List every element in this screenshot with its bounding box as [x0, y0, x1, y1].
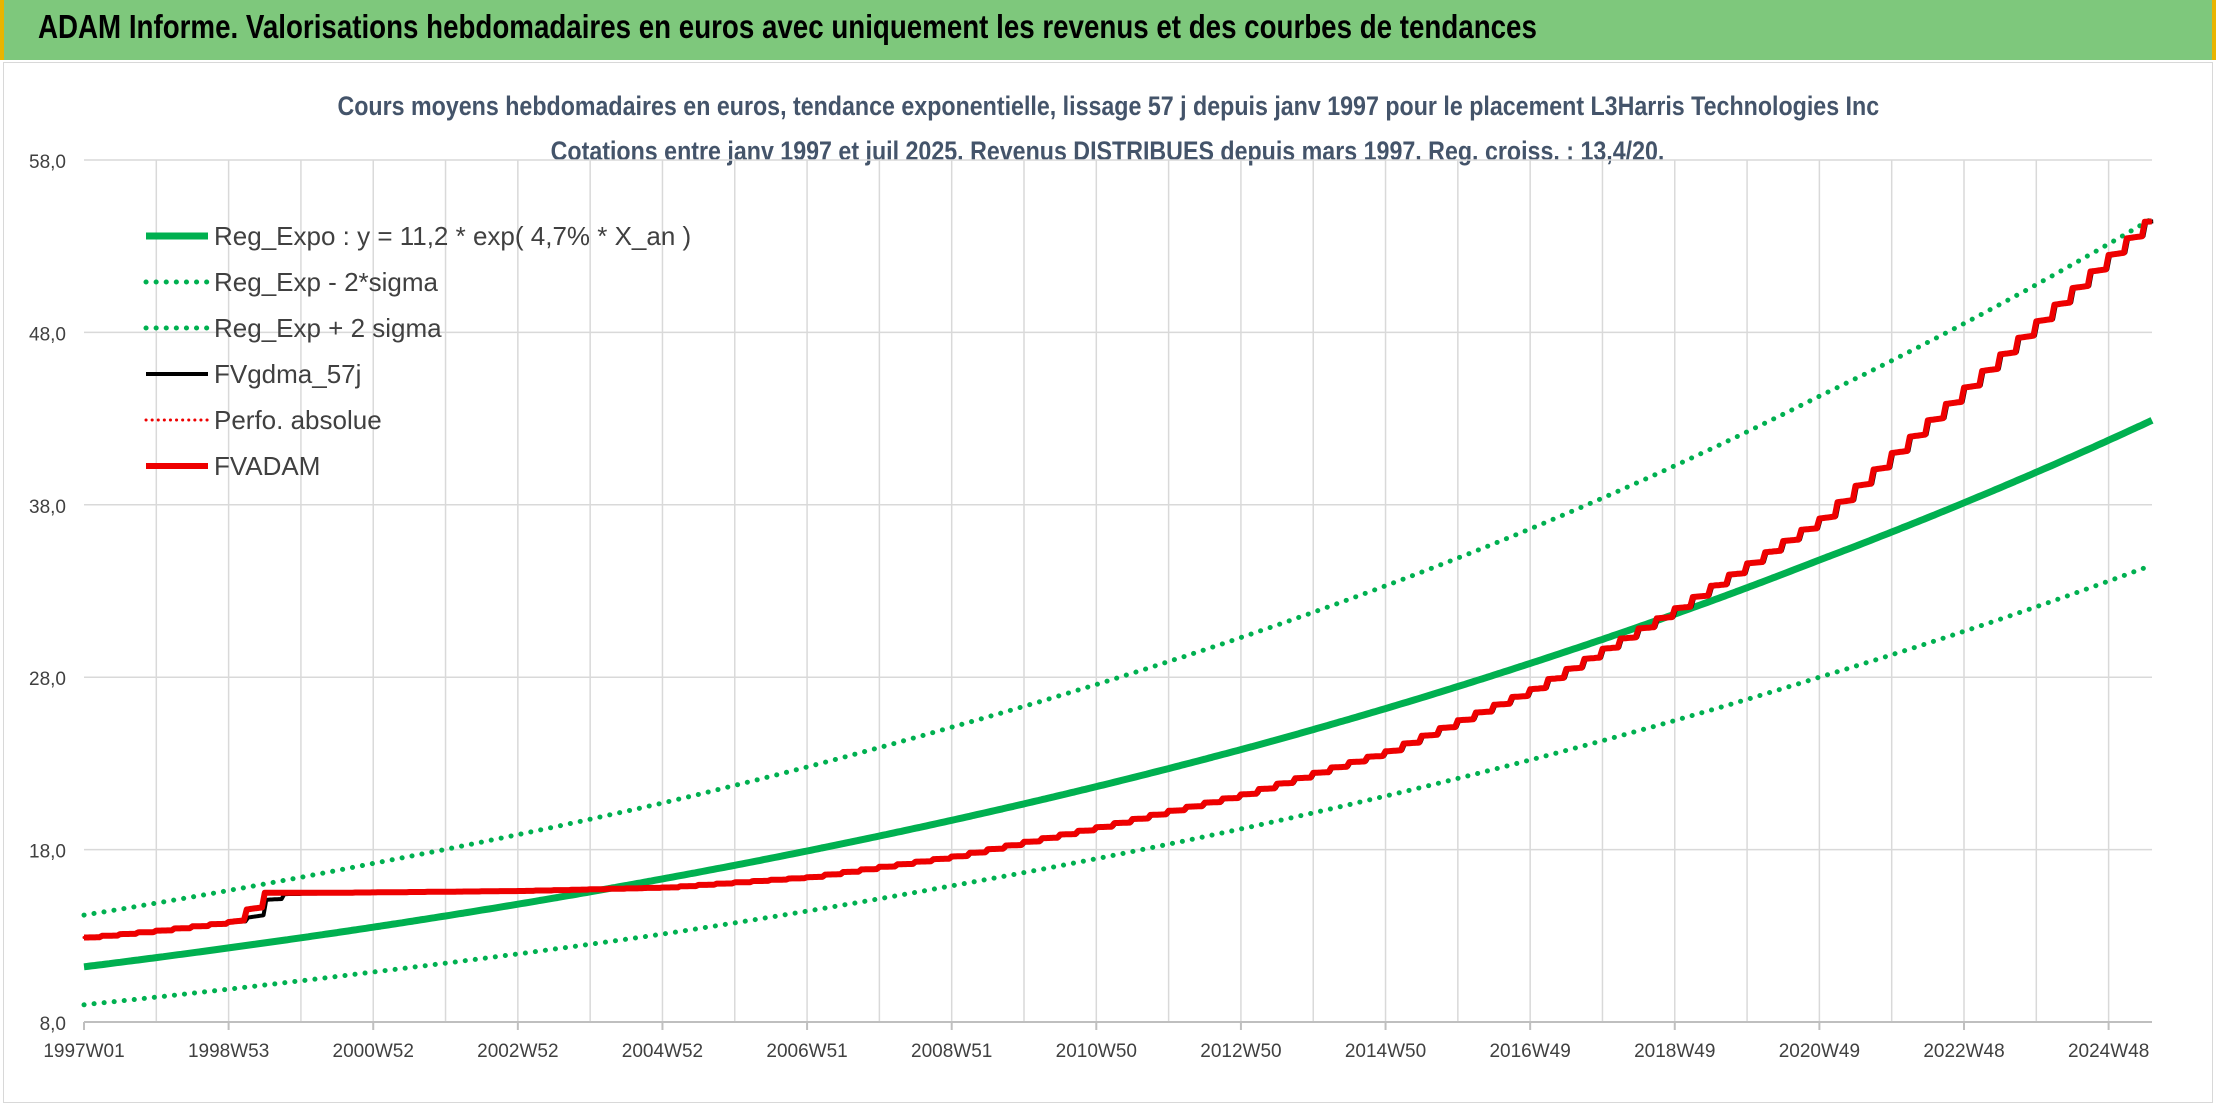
reg-expo-line [83, 417, 2154, 971]
series-layer [81, 216, 2155, 1008]
x-tick-label: 2002W52 [477, 1041, 558, 1062]
x-tick-label: 2006W51 [766, 1041, 847, 1062]
legend-label-fvadam-line: FVADAM [214, 451, 320, 481]
reg-plus-2sigma-line [81, 216, 2155, 918]
x-tick-label: 2008W51 [911, 1041, 992, 1062]
legend-label-reg-plus-2sigma-line: Reg_Exp + 2 sigma [214, 313, 442, 343]
y-tick-label: 48,0 [29, 324, 66, 345]
x-tick-label: 2010W50 [1056, 1041, 1137, 1062]
x-tick-label: 2016W49 [1489, 1041, 1570, 1062]
reg-minus-2sigma-line [81, 562, 2155, 1008]
x-tick-label: 2024W48 [2068, 1041, 2149, 1062]
axis-layer: 58,0 48,0 38,0 28,0 18,0 8,0 1997W01 1998W53 200… [29, 152, 2152, 1062]
legend-layer: Reg_Expo : y = 11,2 * exp( 4,7% * X_an )… [143, 221, 691, 481]
x-tick-label: 2018W49 [1634, 1041, 1715, 1062]
x-tick-label: 2004W52 [622, 1041, 703, 1062]
legend-label-fvgdma-57j-line: FVgdma_57j [214, 359, 361, 389]
report-banner: ADAM Informe. Valorisations hebdomadaire… [0, 0, 2216, 60]
y-tick-label: 18,0 [29, 842, 66, 863]
legend-label-reg-minus-2sigma-line: Reg_Exp - 2*sigma [214, 267, 439, 297]
y-tick-label: 38,0 [29, 497, 66, 518]
y-tick-label: 8,0 [40, 1014, 66, 1035]
x-tick-label: 2022W48 [1923, 1041, 2004, 1062]
report-title: ADAM Informe. Valorisations hebdomadaire… [38, 8, 1537, 45]
legend-label-reg-expo-line: Reg_Expo : y = 11,2 * exp( 4,7% * X_an ) [214, 221, 691, 251]
x-tick-label: 2000W52 [333, 1041, 414, 1062]
chart-frame [3, 62, 2213, 1103]
chart-title: Cours moyens hebdomadaires en euros, ten… [337, 91, 1879, 121]
fvadam-line [82, 218, 2154, 941]
x-tick-label: 1998W53 [188, 1041, 269, 1062]
chart-subtitle: Cotations entre janv 1997 et juil 2025. … [551, 136, 1665, 166]
x-tick-label: 2014W50 [1345, 1041, 1426, 1062]
x-tick-label: 2020W49 [1779, 1041, 1860, 1062]
x-tick-label: 1997W01 [43, 1041, 124, 1062]
legend-label-perfo-absolue-line: Perfo. absolue [214, 405, 382, 435]
y-tick-label: 58,0 [29, 152, 66, 173]
y-tick-label: 28,0 [29, 669, 66, 690]
x-tick-label: 2012W50 [1200, 1041, 1281, 1062]
